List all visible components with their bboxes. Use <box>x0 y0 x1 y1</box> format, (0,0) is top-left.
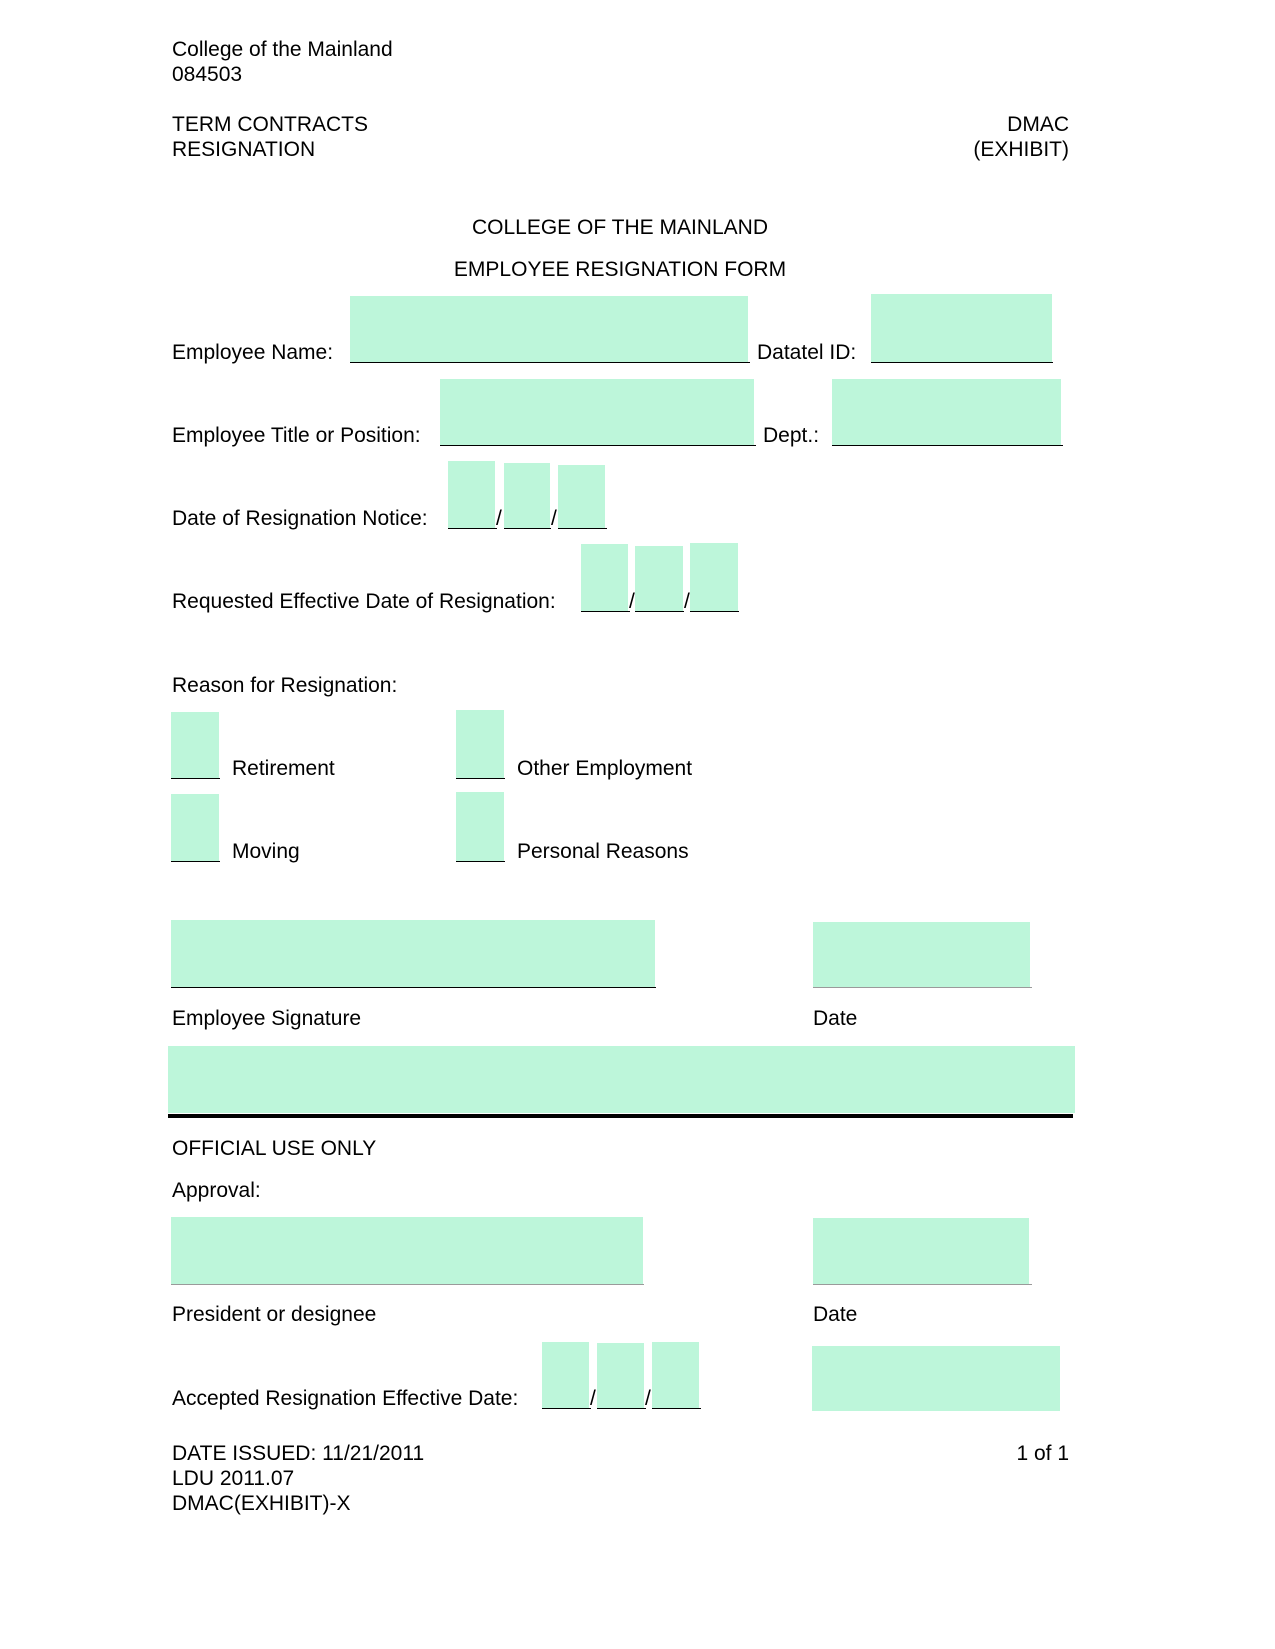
approval-date-label: Date <box>813 1303 858 1326</box>
moving-underline <box>171 861 220 862</box>
section-divider <box>168 1114 1073 1118</box>
requested-date-month-field[interactable] <box>581 544 628 611</box>
accepted-date-day-field[interactable] <box>597 1343 644 1408</box>
accepted-date-extra-field[interactable] <box>812 1346 1060 1411</box>
notice-date-day-underline <box>504 528 551 529</box>
employee-title-label: Employee Title or Position: <box>172 424 421 447</box>
ldu-code: LDU 2011.07 <box>172 1467 295 1490</box>
date-separator: / <box>645 1387 651 1410</box>
date-issued: DATE ISSUED: 11/21/2011 <box>172 1442 425 1465</box>
accepted-date-day-underline <box>597 1408 646 1409</box>
employee-signature-date-underline <box>813 987 1032 988</box>
section-title: TERM CONTRACTS <box>172 113 368 136</box>
moving-checkbox-field[interactable] <box>171 794 219 861</box>
employee-signature-underline <box>171 987 656 988</box>
comments-field[interactable] <box>168 1046 1075 1113</box>
retirement-checkbox-field[interactable] <box>171 712 219 778</box>
notice-date-day-field[interactable] <box>504 463 550 528</box>
other-employment-underline <box>456 778 505 779</box>
requested-date-label: Requested Effective Date of Resignation: <box>172 590 556 613</box>
org-code: 084503 <box>172 63 243 86</box>
requested-date-year-field[interactable] <box>690 543 738 611</box>
retirement-underline <box>171 778 220 779</box>
datatel-id-field[interactable] <box>871 294 1052 362</box>
requested-date-day-field[interactable] <box>635 546 683 611</box>
notice-date-label: Date of Resignation Notice: <box>172 507 428 530</box>
date-separator: / <box>684 590 690 613</box>
other-employment-checkbox-field[interactable] <box>456 710 504 778</box>
accepted-date-month-field[interactable] <box>542 1342 589 1408</box>
notice-date-year-underline <box>558 528 607 529</box>
signature-date-label: Date <box>813 1007 858 1030</box>
accepted-date-label: Accepted Resignation Effective Date: <box>172 1387 519 1410</box>
employee-name-label: Employee Name: <box>172 341 334 364</box>
org-name: College of the Mainland <box>172 38 393 61</box>
accepted-date-year-underline <box>652 1408 701 1409</box>
moving-label: Moving <box>232 840 300 863</box>
datatel-id-underline <box>871 362 1053 363</box>
president-signature-field[interactable] <box>171 1217 643 1284</box>
approval-label: Approval: <box>172 1179 261 1202</box>
president-label: President or designee <box>172 1303 377 1326</box>
college-title: COLLEGE OF THE MAINLAND <box>471 216 768 239</box>
date-separator: / <box>496 507 502 530</box>
employee-signature-field[interactable] <box>171 920 655 987</box>
date-separator: / <box>629 590 635 613</box>
employee-signature-label: Employee Signature <box>172 1007 362 1030</box>
datatel-id-label: Datatel ID: <box>757 341 857 364</box>
employee-title-underline <box>440 445 756 446</box>
notice-date-month-underline <box>448 528 497 529</box>
notice-date-month-field[interactable] <box>448 461 495 528</box>
personal-reasons-underline <box>456 861 505 862</box>
date-separator: / <box>590 1387 596 1410</box>
requested-date-month-underline <box>581 611 630 612</box>
dept-label: Dept.: <box>763 424 820 447</box>
approval-date-field[interactable] <box>813 1218 1029 1284</box>
exhibit-code: DMAC(EXHIBIT)-X <box>172 1492 351 1515</box>
reason-label: Reason for Resignation: <box>172 674 398 697</box>
dept-field[interactable] <box>832 379 1061 445</box>
personal-reasons-label: Personal Reasons <box>517 840 689 863</box>
policy-exhibit: (EXHIBIT) <box>973 138 1069 161</box>
president-signature-underline <box>171 1284 644 1285</box>
page-number: 1 of 1 <box>1016 1442 1069 1465</box>
policy-code: DMAC <box>1007 113 1069 136</box>
section-subtitle: RESIGNATION <box>172 138 316 161</box>
approval-date-underline <box>813 1284 1032 1285</box>
retirement-label: Retirement <box>232 757 335 780</box>
employee-name-field[interactable] <box>350 296 748 362</box>
accepted-date-month-underline <box>542 1408 591 1409</box>
official-use-heading: OFFICIAL USE ONLY <box>172 1137 377 1160</box>
requested-date-day-underline <box>635 611 684 612</box>
employee-signature-date-field[interactable] <box>813 922 1030 987</box>
employee-title-field[interactable] <box>440 379 754 445</box>
form-title: EMPLOYEE RESIGNATION FORM <box>453 258 787 281</box>
employee-name-underline <box>350 362 750 363</box>
accepted-date-year-field[interactable] <box>652 1342 699 1408</box>
other-employment-label: Other Employment <box>517 757 693 780</box>
personal-reasons-checkbox-field[interactable] <box>456 792 504 861</box>
date-separator: / <box>551 507 557 530</box>
requested-date-year-underline <box>690 611 739 612</box>
dept-underline <box>832 445 1063 446</box>
notice-date-year-field[interactable] <box>558 465 605 528</box>
